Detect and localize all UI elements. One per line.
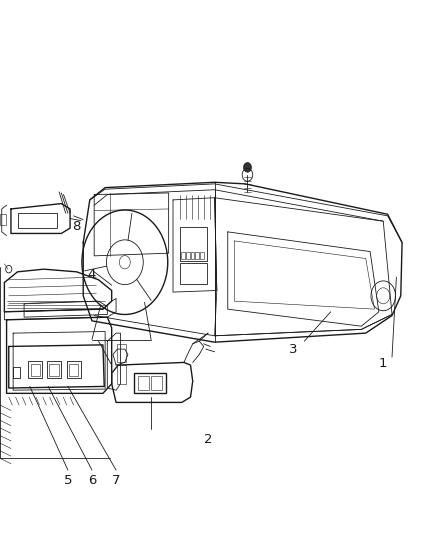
Bar bbox=[180, 263, 207, 284]
Circle shape bbox=[244, 163, 251, 172]
Bar bbox=[0, 214, 6, 225]
Bar bbox=[47, 361, 61, 378]
Bar bbox=[151, 376, 162, 390]
Bar bbox=[67, 361, 81, 378]
Bar bbox=[134, 373, 166, 393]
Bar bbox=[181, 252, 185, 259]
Text: 8: 8 bbox=[72, 220, 81, 233]
Bar bbox=[28, 361, 42, 378]
Bar bbox=[117, 344, 126, 362]
Text: 5: 5 bbox=[64, 474, 72, 487]
Bar bbox=[49, 364, 59, 376]
Text: 1: 1 bbox=[379, 357, 388, 370]
Text: 2: 2 bbox=[204, 433, 212, 446]
Text: 3: 3 bbox=[289, 343, 298, 356]
Bar bbox=[13, 367, 20, 378]
Bar bbox=[186, 252, 190, 259]
Bar bbox=[191, 252, 194, 259]
Bar bbox=[138, 376, 149, 390]
Bar bbox=[195, 252, 199, 259]
Bar bbox=[117, 365, 126, 384]
Text: 4: 4 bbox=[88, 268, 96, 281]
Bar bbox=[18, 213, 57, 228]
Text: 6: 6 bbox=[88, 474, 96, 487]
Bar bbox=[180, 227, 207, 261]
Text: 7: 7 bbox=[112, 474, 120, 487]
Bar bbox=[200, 252, 204, 259]
Bar bbox=[69, 364, 78, 376]
Bar bbox=[31, 364, 40, 376]
